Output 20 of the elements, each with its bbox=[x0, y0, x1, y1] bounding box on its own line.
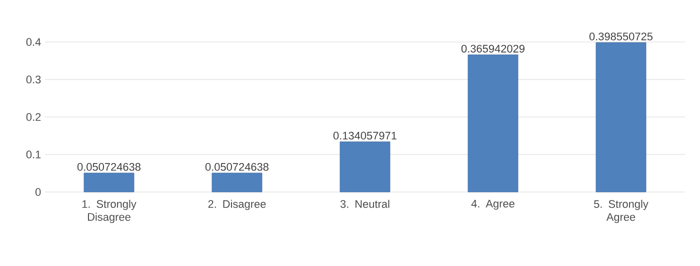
bar bbox=[212, 172, 262, 192]
bar bbox=[468, 54, 518, 192]
y-tick-label: 0.3 bbox=[26, 76, 41, 84]
x-tick-label: 3. Neutral bbox=[340, 200, 390, 208]
data-label: 0.050724638 bbox=[205, 163, 268, 171]
y-tick-label: 0.1 bbox=[26, 150, 41, 158]
x-tick-label: 1. Strongly Disagree bbox=[82, 200, 136, 224]
y-tick-label: 0 bbox=[35, 188, 41, 196]
y-tick-label: 0.2 bbox=[26, 113, 41, 121]
x-tick-label: 5. Strongly Agree bbox=[594, 200, 648, 224]
data-label: 0.134057971 bbox=[333, 132, 396, 140]
bar bbox=[84, 172, 134, 192]
data-label: 0.398550725 bbox=[589, 32, 653, 40]
x-tick-label: 2. Disagree bbox=[208, 200, 266, 210]
bar bbox=[596, 42, 646, 192]
x-tick-label: 4. Agree bbox=[471, 200, 514, 210]
y-tick-label: 0.4 bbox=[26, 38, 41, 46]
bar bbox=[340, 142, 390, 192]
data-label: 0.050724638 bbox=[77, 163, 140, 171]
data-label: 0.365942029 bbox=[461, 44, 524, 53]
